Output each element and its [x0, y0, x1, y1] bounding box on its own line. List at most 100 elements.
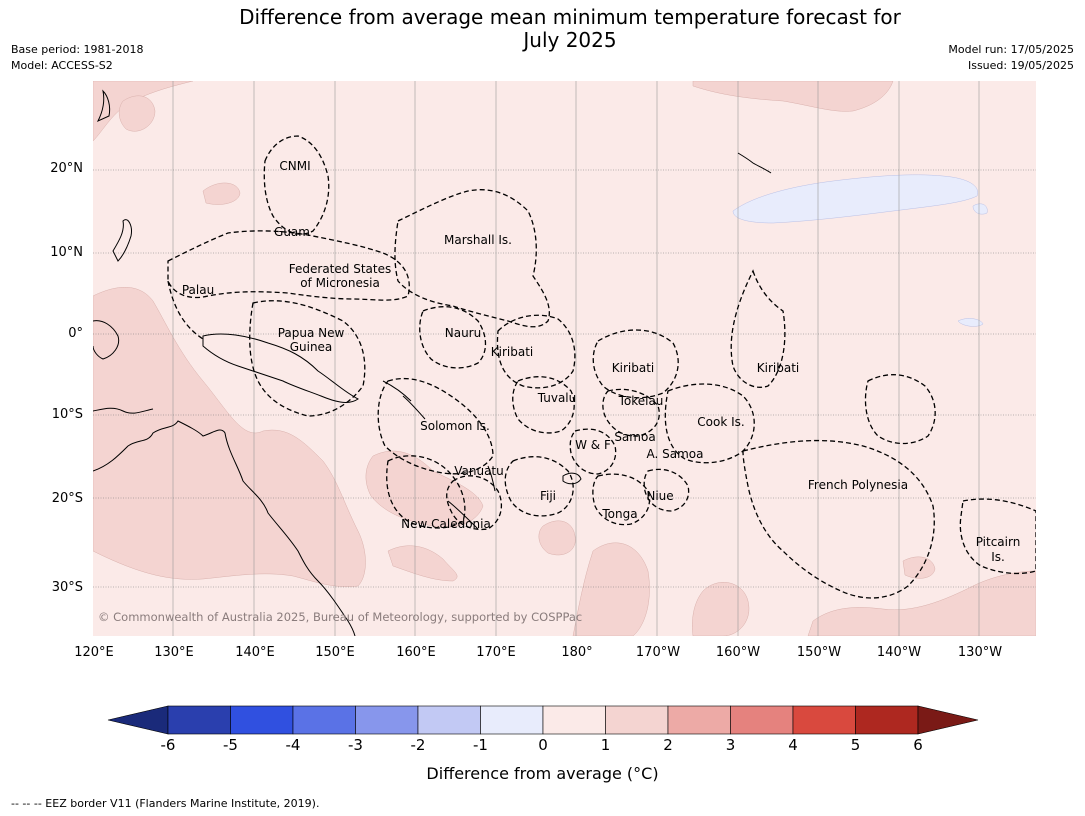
- label-cnmi: CNMI: [279, 159, 310, 173]
- label-pitcairn-2: Is.: [991, 550, 1005, 564]
- eez-png: [249, 300, 366, 417]
- lon-label-130w: 130°W: [957, 645, 1003, 660]
- lon-label-120e: 120°E: [74, 645, 114, 660]
- colorbar-label: Difference from average (°C): [426, 764, 659, 783]
- coastlines: [93, 89, 772, 636]
- lat-label-30s: 30°S: [51, 580, 83, 595]
- anomaly-patch-cool-small: [972, 203, 988, 215]
- eez-kiribati-east: [730, 269, 786, 388]
- label-wf: W & F: [575, 438, 611, 452]
- lon-label-170w: 170°W: [635, 645, 681, 660]
- colorbar-tick-label: 4: [788, 736, 798, 754]
- label-french-polynesia: French Polynesia: [808, 478, 908, 492]
- label-marshall: Marshall Is.: [444, 233, 512, 247]
- lat-label-10s: 10°S: [51, 407, 83, 422]
- lat-label-20n: 20°N: [50, 161, 83, 176]
- anomaly-patch-small: [202, 182, 241, 205]
- latitude-lines: [93, 169, 1036, 588]
- coast-borneo: [93, 320, 120, 360]
- label-vanuatu: Vanuatu: [454, 464, 504, 478]
- colorbar-tick-label: -2: [410, 736, 426, 754]
- label-fsm-2: of Micronesia: [300, 276, 380, 290]
- issued-date: Issued: 19/05/2025: [967, 59, 1074, 72]
- label-samoa: Samoa: [614, 430, 655, 444]
- label-guam: Guam: [274, 225, 310, 239]
- eez-fiji: [504, 456, 574, 517]
- colorbar-tick-label: 6: [913, 736, 923, 754]
- label-nauru: Nauru: [445, 326, 481, 340]
- colorbar-segment: [730, 705, 794, 735]
- lon-label-170e: 170°E: [476, 645, 516, 660]
- eez-borders: [167, 135, 1036, 599]
- eez-tuvalu: [512, 376, 575, 434]
- label-niue: Niue: [646, 489, 673, 503]
- label-pitcairn-1: Pitcairn: [976, 535, 1021, 549]
- title-line-1: Difference from average mean minimum tem…: [239, 5, 901, 29]
- label-fsm-1: Federated States: [289, 262, 391, 276]
- eez-fsm: [167, 230, 410, 301]
- colorbar-segment: [542, 705, 606, 735]
- colorbar-tick-label: -1: [473, 736, 488, 754]
- lon-label-160e: 160°E: [396, 645, 436, 660]
- anomaly-patch-south-east: [692, 582, 750, 636]
- label-cook: Cook Is.: [697, 415, 744, 429]
- map-svg: CNMI Guam Marshall Is. Federated States …: [93, 81, 1036, 636]
- label-solomon: Solomon Is.: [420, 419, 490, 433]
- coast-hawaii: [737, 152, 772, 174]
- colorbar-segment: [667, 705, 731, 735]
- label-a-samoa: A. Samoa: [647, 447, 704, 461]
- eez-french-polynesia-north: [864, 374, 936, 445]
- label-palau: Palau: [182, 283, 214, 297]
- coast-new-guinea: [202, 333, 359, 403]
- colorbar-segment: [292, 705, 356, 735]
- lon-label-140w: 140°W: [876, 645, 922, 660]
- colorbar-segment: [417, 705, 481, 735]
- anomaly-patch-north-east: [692, 81, 894, 112]
- coast-timor: [93, 407, 154, 414]
- label-fiji: Fiji: [540, 489, 556, 503]
- lon-label-180: 180°: [561, 645, 593, 660]
- anomaly-patch-south-pacific: [572, 542, 650, 636]
- eez-solomon: [377, 377, 494, 475]
- coast-vanuatu: [487, 465, 496, 492]
- label-png-1: Papua New: [278, 326, 345, 340]
- colorbar-tick-label: -5: [223, 736, 238, 754]
- lat-label-20s: 20°S: [51, 491, 83, 506]
- colorbar-segment: [605, 705, 669, 735]
- label-kiribati-east: Kiribati: [757, 361, 799, 375]
- colorbar-segment: [480, 705, 544, 735]
- lat-label-10n: 10°N: [50, 245, 83, 260]
- colorbar-segment: [355, 705, 419, 735]
- colorbar-segment: [855, 705, 919, 735]
- eez-nauru: [419, 306, 487, 369]
- anomaly-patch-north-pacific-cool: [732, 174, 978, 224]
- eez-french-polynesia: [742, 439, 935, 599]
- model-name: Model: ACCESS-S2: [11, 59, 113, 72]
- map-panel: CNMI Guam Marshall Is. Federated States …: [93, 81, 1036, 636]
- eez-kiribati-central: [592, 329, 679, 399]
- lon-label-140e: 140°E: [235, 645, 275, 660]
- lat-label-0: 0°: [68, 326, 83, 341]
- label-new-caledonia: New Caledonia: [401, 517, 491, 531]
- colorbar-tick-label: 3: [725, 736, 736, 754]
- eez-tokelau: [602, 388, 660, 437]
- eez-vanuatu: [446, 475, 502, 531]
- colorbar-segment: [792, 705, 856, 735]
- eez-footnote: -- -- -- EEZ border V11 (Flanders Marine…: [11, 797, 320, 810]
- lon-label-160w: 160°W: [715, 645, 761, 660]
- colorbar-segments: [107, 705, 979, 735]
- anomaly-patch-australia: [93, 287, 366, 587]
- coast-australia: [93, 420, 356, 636]
- graticule: [172, 81, 980, 636]
- lon-label-150w: 150°W: [796, 645, 842, 660]
- colorbar-tick-label: -6: [160, 736, 176, 754]
- anomaly-patch-tasman: [387, 545, 458, 582]
- label-png-2: Guinea: [290, 340, 333, 354]
- anomaly-minus1-0-patches: [732, 174, 988, 327]
- colorbar-segment: [167, 705, 231, 735]
- eez-niue: [643, 468, 690, 512]
- coast-new-caledonia: [447, 500, 479, 530]
- anomaly-patch-east-small: [902, 556, 936, 579]
- colorbar-extend-low: [107, 705, 169, 735]
- eez-new-caledonia: [386, 455, 466, 529]
